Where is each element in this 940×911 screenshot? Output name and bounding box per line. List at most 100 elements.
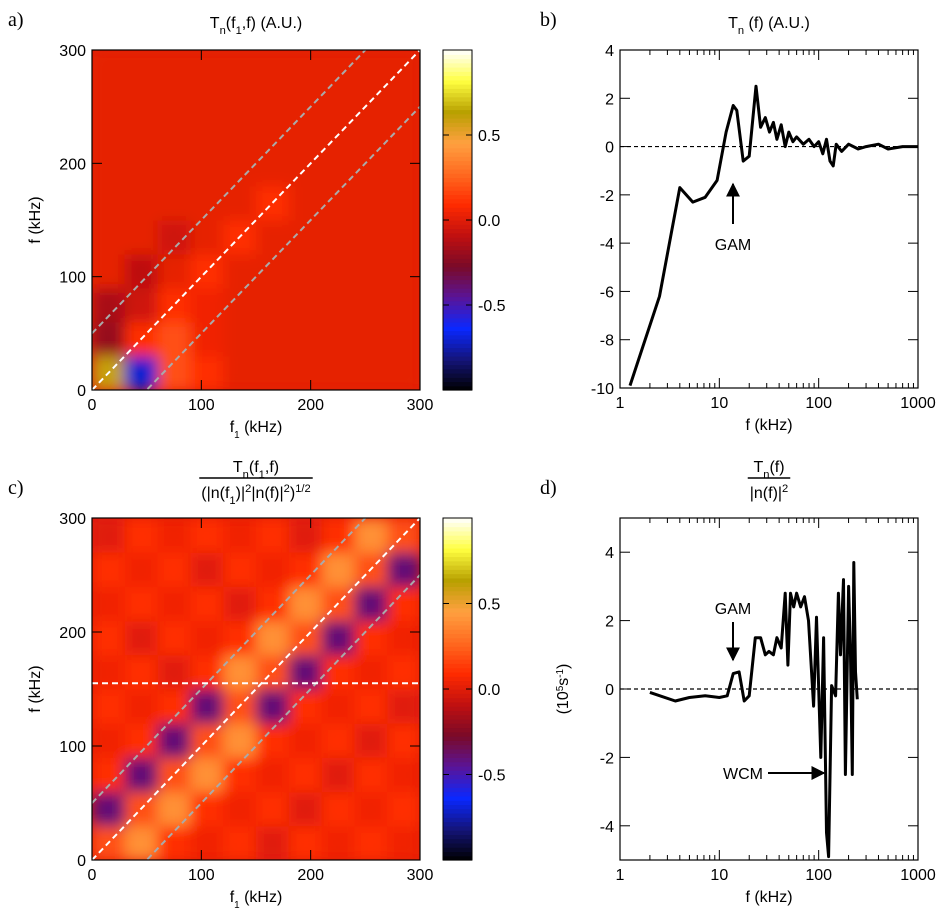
text-run: 1 (259, 469, 265, 481)
y-tick-label: -6 (600, 284, 614, 301)
data-line (649, 561, 859, 859)
heatmap-cell (321, 254, 355, 289)
colorbar-step (443, 237, 472, 242)
heatmap-cell (92, 220, 126, 255)
diagonal-line (145, 574, 420, 860)
text-run: 2 (782, 483, 788, 495)
heatmap-cell (256, 825, 290, 860)
heatmap-cell (354, 118, 388, 153)
colorbar-step (443, 224, 472, 230)
colorbar-step (443, 821, 472, 827)
colorbar-step (443, 126, 472, 132)
heatmap-cell (124, 552, 159, 587)
text-run: n (738, 25, 744, 37)
colorbar-step (443, 629, 472, 635)
colorbar-step (443, 761, 472, 767)
heatmap-cell (190, 288, 224, 323)
heatmap-cell (124, 825, 159, 860)
y-tick-label: 200 (59, 625, 86, 642)
heatmap-cell (157, 552, 191, 587)
colorbar-step (443, 113, 472, 119)
x-tick-label: 300 (407, 397, 434, 414)
heatmap-cell (223, 356, 257, 390)
colorbar-step (443, 693, 472, 699)
heatmap-cell (321, 356, 355, 390)
x-tick-label: 100 (188, 867, 215, 884)
heatmap-cell (321, 152, 355, 187)
heatmap-cell (387, 620, 420, 656)
heatmap-cell (354, 757, 388, 793)
colorbar-step (443, 757, 472, 763)
heatmap-cell (223, 254, 257, 289)
heatmap-cell (256, 220, 290, 255)
colorbar-step (443, 283, 472, 289)
colorbar-tick-label: 0.0 (478, 682, 500, 699)
colorbar-step (443, 795, 472, 801)
colorbar-step (443, 109, 472, 115)
diagonal-line (145, 105, 420, 390)
x-axis-label: f (kHz) (745, 889, 792, 906)
colorbar-step (443, 122, 472, 128)
colorbar-step (443, 530, 472, 536)
diagonal-line (92, 518, 420, 860)
text-run: (f) (A.U.) (744, 15, 810, 32)
colorbar-tick-label: 0.5 (478, 597, 500, 614)
colorbar-step (443, 753, 472, 758)
chart-title: Tn(f1,f) (A.U.) (210, 15, 302, 37)
colorbar-step (443, 190, 472, 196)
colorbar-step (443, 526, 472, 532)
colorbar-step (443, 633, 472, 639)
colorbar-step (443, 173, 472, 179)
text-run: T (728, 15, 738, 32)
heatmap-cell (223, 518, 257, 553)
y-tick-label: 100 (59, 739, 86, 756)
colorbar-step (443, 88, 472, 94)
text-run: T (210, 15, 220, 32)
colorbar-step (443, 330, 472, 336)
x-tick-label: 1000 (900, 395, 936, 412)
y-tick-label: 0 (77, 383, 86, 400)
heatmap-cell (288, 723, 323, 758)
colorbar-step (443, 368, 472, 374)
x-tick-label: 1 (616, 867, 625, 884)
colorbar-step (443, 326, 472, 332)
colorbar-step (443, 834, 472, 840)
colorbar-step (443, 594, 472, 600)
colorbar-step (443, 825, 472, 831)
text-run: n (220, 25, 226, 37)
text-run: |n(f)| (750, 485, 782, 502)
heatmap-cell (288, 757, 323, 793)
colorbar-step (443, 130, 472, 136)
colorbar-step (443, 637, 472, 643)
heatmap-cell (288, 186, 323, 221)
colorbar-step (443, 279, 472, 285)
colorbar-step (443, 62, 472, 68)
heatmap-cell (223, 825, 257, 860)
colorbar-step (443, 147, 472, 153)
colorbar-step (443, 783, 472, 788)
heatmap-cell (223, 118, 257, 153)
colorbar-step (443, 770, 472, 776)
heatmap-cell (321, 723, 355, 758)
heatmap-cell (256, 118, 290, 153)
panel: b) Tn (f) (A.U.) f (kHz) 1 10 100 1000 -10 -8 -6 -… (540, 9, 936, 434)
y-tick-label: -4 (600, 236, 614, 253)
heatmap-cell (223, 586, 257, 622)
colorbar-step (443, 586, 472, 592)
colorbar-step (443, 718, 472, 724)
heatmap-cell (92, 84, 126, 119)
heatmap-cell (92, 186, 126, 221)
text-run: f (kHz) (745, 889, 792, 906)
heatmap-cell (157, 186, 191, 221)
colorbar-step (443, 641, 472, 647)
colorbar-step (443, 317, 472, 323)
colorbar-step (443, 556, 472, 562)
colorbar-step (443, 569, 472, 575)
x-tick-label: 200 (297, 397, 324, 414)
colorbar-step (443, 296, 472, 302)
text-run: 1 (236, 25, 242, 37)
colorbar-step (443, 667, 472, 673)
colorbar-step (443, 851, 472, 857)
colorbar-step (443, 169, 472, 174)
